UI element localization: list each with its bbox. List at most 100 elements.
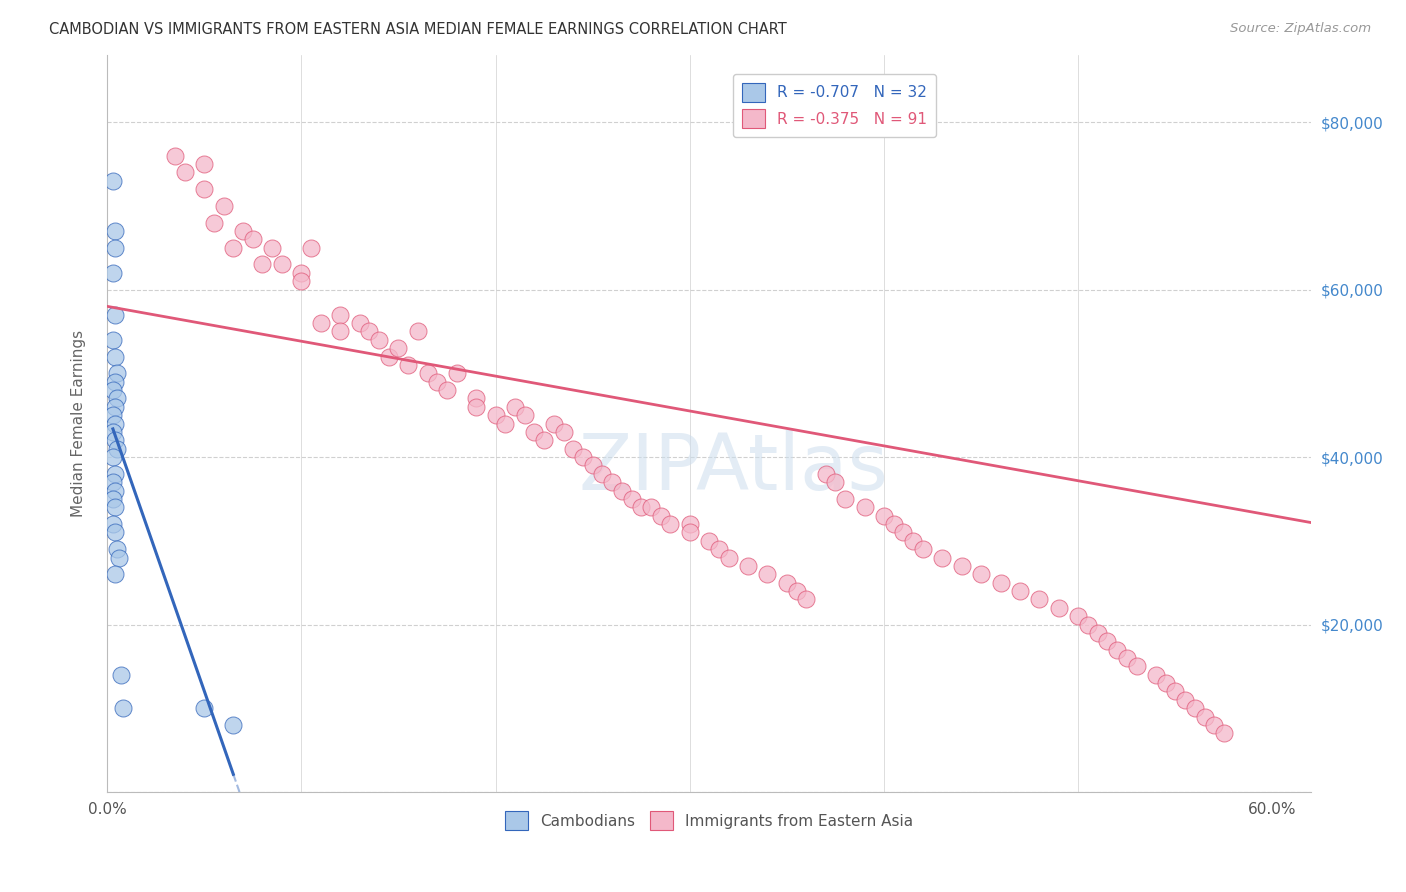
- Point: [406, 325, 429, 339]
- Point: [1194, 709, 1216, 723]
- Point: [717, 550, 740, 565]
- Point: [562, 442, 585, 456]
- Point: [893, 525, 915, 540]
- Point: [834, 491, 856, 506]
- Point: [222, 718, 245, 732]
- Point: [543, 417, 565, 431]
- Point: [465, 392, 488, 406]
- Point: [104, 483, 127, 498]
- Point: [553, 425, 575, 439]
- Point: [436, 383, 458, 397]
- Point: [309, 316, 332, 330]
- Point: [101, 425, 124, 439]
- Point: [232, 224, 254, 238]
- Point: [212, 199, 235, 213]
- Point: [786, 584, 808, 599]
- Point: [359, 325, 381, 339]
- Point: [970, 567, 993, 582]
- Point: [349, 316, 371, 330]
- Point: [1164, 684, 1187, 698]
- Point: [796, 592, 818, 607]
- Point: [111, 701, 134, 715]
- Point: [101, 174, 124, 188]
- Point: [165, 148, 187, 162]
- Point: [1107, 642, 1129, 657]
- Point: [262, 241, 284, 255]
- Point: [104, 400, 127, 414]
- Point: [104, 417, 127, 431]
- Point: [1077, 617, 1099, 632]
- Point: [193, 157, 215, 171]
- Point: [101, 491, 124, 506]
- Point: [1125, 659, 1147, 673]
- Point: [1028, 592, 1050, 607]
- Point: [513, 408, 536, 422]
- Point: [396, 358, 419, 372]
- Point: [105, 442, 128, 456]
- Point: [1184, 701, 1206, 715]
- Point: [707, 542, 730, 557]
- Point: [104, 434, 127, 448]
- Legend: Cambodians, Immigrants from Eastern Asia: Cambodians, Immigrants from Eastern Asia: [499, 805, 920, 836]
- Point: [1115, 651, 1137, 665]
- Point: [242, 232, 264, 246]
- Point: [737, 558, 759, 573]
- Point: [290, 266, 312, 280]
- Point: [679, 525, 702, 540]
- Point: [883, 516, 905, 531]
- Point: [252, 257, 274, 271]
- Point: [911, 542, 934, 557]
- Point: [990, 575, 1012, 590]
- Text: CAMBODIAN VS IMMIGRANTS FROM EASTERN ASIA MEDIAN FEMALE EARNINGS CORRELATION CHA: CAMBODIAN VS IMMIGRANTS FROM EASTERN ASI…: [49, 22, 787, 37]
- Point: [101, 450, 124, 464]
- Point: [329, 325, 352, 339]
- Point: [697, 533, 720, 548]
- Point: [222, 241, 245, 255]
- Point: [105, 367, 128, 381]
- Point: [610, 483, 633, 498]
- Point: [104, 567, 127, 582]
- Point: [853, 500, 876, 515]
- Point: [1008, 584, 1031, 599]
- Point: [105, 542, 128, 557]
- Point: [1144, 667, 1167, 681]
- Point: [756, 567, 779, 582]
- Y-axis label: Median Female Earnings: Median Female Earnings: [72, 330, 86, 517]
- Point: [104, 375, 127, 389]
- Point: [640, 500, 662, 515]
- Point: [101, 333, 124, 347]
- Point: [426, 375, 449, 389]
- Point: [290, 274, 312, 288]
- Point: [1213, 726, 1236, 740]
- Point: [104, 224, 127, 238]
- Point: [523, 425, 546, 439]
- Point: [446, 367, 468, 381]
- Point: [533, 434, 555, 448]
- Point: [104, 350, 127, 364]
- Point: [107, 550, 129, 565]
- Point: [329, 308, 352, 322]
- Point: [1087, 625, 1109, 640]
- Point: [299, 241, 322, 255]
- Point: [659, 516, 682, 531]
- Point: [931, 550, 953, 565]
- Point: [101, 383, 124, 397]
- Point: [873, 508, 896, 523]
- Point: [270, 257, 292, 271]
- Point: [101, 408, 124, 422]
- Point: [950, 558, 973, 573]
- Point: [465, 400, 488, 414]
- Point: [193, 182, 215, 196]
- Point: [1154, 676, 1177, 690]
- Text: Source: ZipAtlas.com: Source: ZipAtlas.com: [1230, 22, 1371, 36]
- Point: [679, 516, 702, 531]
- Point: [104, 500, 127, 515]
- Point: [494, 417, 516, 431]
- Point: [503, 400, 526, 414]
- Point: [387, 341, 409, 355]
- Point: [1047, 600, 1070, 615]
- Point: [630, 500, 652, 515]
- Point: [591, 467, 613, 481]
- Point: [105, 392, 128, 406]
- Point: [814, 467, 837, 481]
